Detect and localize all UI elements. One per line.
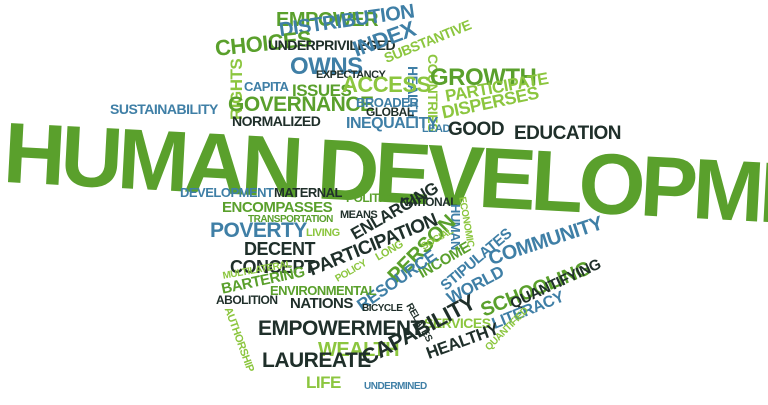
word-capita: CAPITA: [244, 79, 289, 94]
word-global: GLOBAL: [366, 105, 414, 119]
word-authorship: AUTHORSHIP: [221, 305, 257, 374]
word-broader: BROADER: [356, 95, 419, 110]
word-empower: EMPOWER: [276, 9, 379, 31]
word-owns: OWNS: [290, 53, 363, 80]
word-growth: GROWTH: [430, 64, 537, 91]
word-issues: ISSUES: [292, 81, 352, 100]
word-governance: GOVERNANCE: [228, 93, 374, 116]
word-decent: DECENT: [244, 239, 316, 259]
word-expectancy: EXPECTANCY: [316, 69, 386, 81]
word-empowerment: EMPOWERMENT: [258, 317, 423, 340]
word-maternal: MATERNAL: [274, 185, 342, 200]
word-undermined: UNDERMINED: [364, 381, 427, 392]
word-development: DEVELOPMENT: [180, 185, 274, 200]
word-life: LIFE: [306, 373, 341, 392]
word-abolition: ABOLITION: [216, 293, 278, 307]
word-education: EDUCATION: [514, 123, 622, 144]
word-normalized: NORMALIZED: [232, 113, 321, 129]
word-bicycle: BICYCLE: [362, 303, 403, 314]
word-sustainability: SUSTAINABILITY: [110, 101, 218, 117]
word-political: POLITICAL: [346, 191, 405, 205]
word-transportation: TRANSPORTATION: [248, 214, 333, 225]
word-national: NATIONAL: [400, 195, 458, 209]
word-good: GOOD: [448, 119, 505, 140]
word-nations: NATIONS: [290, 295, 353, 312]
word-underprivileged: UNDERPRIVILEGED: [268, 37, 396, 53]
word-wealth: WEALTH: [318, 339, 400, 361]
word-services: SERVICES: [424, 315, 491, 331]
word-inequality: INEQUALITY: [346, 115, 438, 132]
word-lead: LEAD: [422, 123, 450, 135]
word-poverty: POVERTY: [210, 219, 307, 242]
word-concept: CONCEPT: [230, 257, 315, 277]
word-encompasses: ENCOMPASSES: [222, 199, 333, 216]
word-living: LIVING: [306, 227, 340, 239]
word-means: MEANS: [340, 209, 378, 221]
word-laureate: LAUREATE: [262, 349, 371, 372]
word-access: ACCESS: [342, 72, 431, 97]
word-environmental: ENVIRONMENTAL: [270, 283, 376, 298]
